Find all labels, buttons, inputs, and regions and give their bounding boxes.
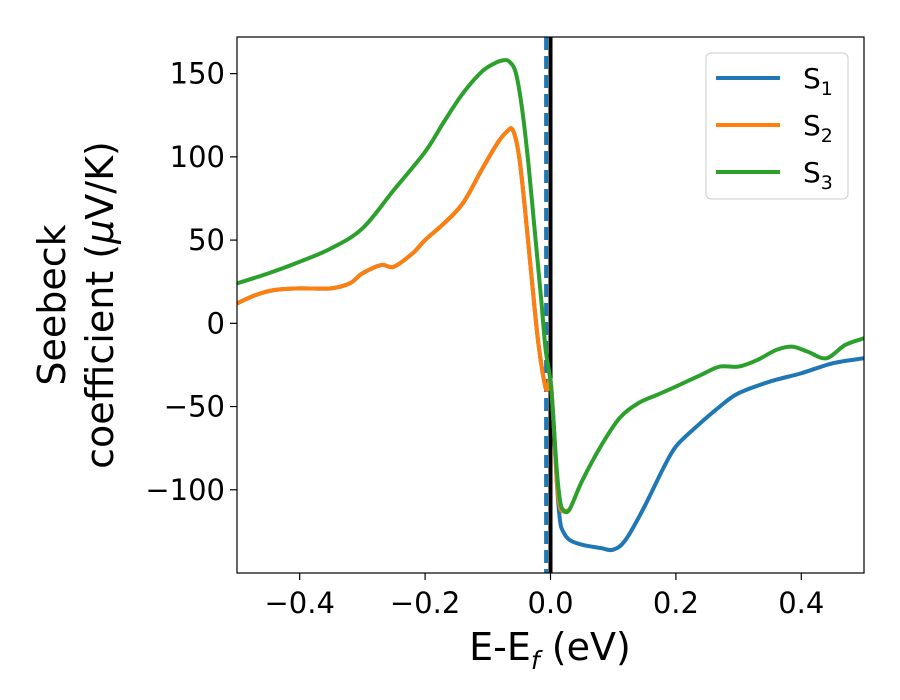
vertical-reference-lines — [544, 37, 553, 573]
x-tick-label: 0.4 — [778, 586, 824, 620]
y-axis-label-line2: coefficient (μV/K) — [78, 141, 122, 469]
x-axis-label-main: E-E — [469, 625, 531, 669]
x-tick-label: −0.4 — [264, 586, 334, 620]
y-tick-label: 100 — [170, 140, 225, 174]
series-lines — [237, 58, 864, 553]
y-tick-label: 150 — [170, 57, 225, 91]
legend-entries: S1 S2 S3 — [716, 62, 833, 194]
y-tick-label: 0 — [207, 306, 225, 340]
x-axis-label-unit: (eV) — [540, 625, 631, 669]
x-tick-label: −0.2 — [390, 586, 460, 620]
legend: S1 S2 S3 — [705, 52, 849, 200]
y-axis-label: Seebeck coefficient (μV/K) — [30, 141, 122, 469]
x-axis-ticks: −0.4 −0.2 0.0 0.2 0.4 — [264, 573, 824, 620]
y-tick-label: −100 — [145, 473, 225, 507]
y-axis-label-line1: Seebeck — [30, 224, 74, 385]
y-axis-ticks: 150 100 50 0 −50 −100 — [145, 57, 237, 507]
y-axis-label-line2-end: V/K) — [78, 141, 122, 220]
series-line-s3 — [237, 58, 864, 515]
series-line-s2 — [237, 126, 572, 514]
y-tick-label: −50 — [164, 390, 225, 424]
y-axis-label-mu: μ — [78, 220, 122, 245]
x-tick-label: 0.2 — [653, 586, 699, 620]
legend-label-s3: S3 — [803, 156, 833, 194]
x-axis-label: E-Ef (eV) — [469, 625, 631, 675]
y-axis-label-line2-start: coefficient ( — [78, 244, 122, 469]
x-tick-label: 0.0 — [527, 586, 573, 620]
y-tick-label: 50 — [188, 223, 225, 257]
legend-label-s1: S1 — [803, 62, 833, 100]
legend-label-s2: S2 — [803, 109, 833, 147]
